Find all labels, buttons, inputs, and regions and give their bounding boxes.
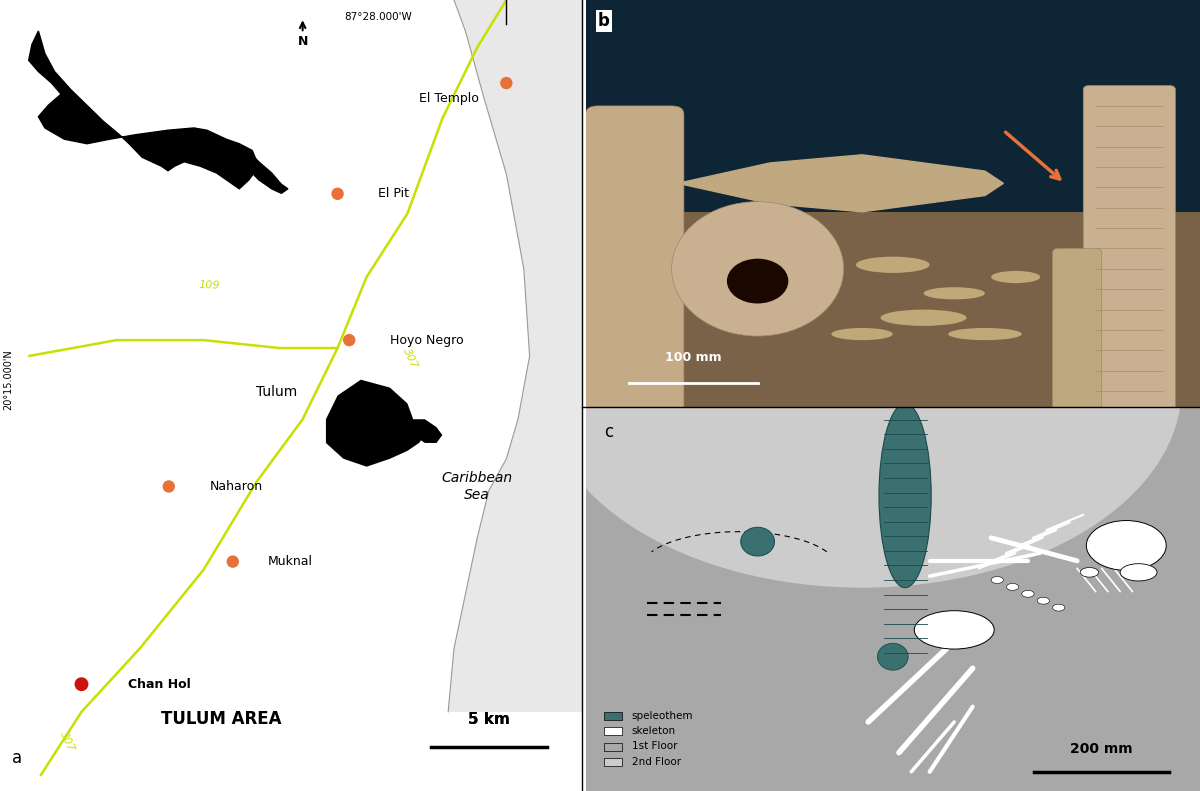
Text: 5 km: 5 km: [468, 712, 510, 727]
Text: 100 km: 100 km: [79, 193, 114, 202]
Bar: [604, 743, 623, 751]
Ellipse shape: [878, 403, 931, 588]
Text: 100 mm: 100 mm: [665, 350, 721, 364]
Ellipse shape: [991, 271, 1040, 283]
Text: b: b: [598, 12, 610, 30]
Ellipse shape: [727, 259, 788, 304]
FancyBboxPatch shape: [586, 106, 684, 415]
Text: speleothem: speleothem: [631, 711, 694, 721]
Text: Chan Hol: Chan Hol: [128, 678, 191, 691]
Point: [340, 334, 359, 346]
Ellipse shape: [1052, 604, 1064, 611]
Circle shape: [542, 189, 1182, 588]
Polygon shape: [678, 155, 1003, 212]
Text: Caribbean
Sea: Caribbean Sea: [442, 471, 512, 501]
Ellipse shape: [832, 328, 893, 340]
Ellipse shape: [672, 202, 844, 336]
Text: YUCATAN
PENINSULA: YUCATAN PENINSULA: [227, 123, 271, 136]
FancyBboxPatch shape: [1052, 248, 1102, 411]
Bar: [604, 727, 623, 736]
Ellipse shape: [1120, 564, 1157, 581]
Text: El Templo: El Templo: [419, 93, 479, 105]
Text: 200 mm: 200 mm: [1070, 742, 1133, 755]
Ellipse shape: [1007, 584, 1019, 590]
Text: 307: 307: [401, 346, 419, 370]
Text: Naharon: Naharon: [210, 480, 263, 493]
Text: 20°15.000'N: 20°15.000'N: [4, 350, 13, 410]
Ellipse shape: [740, 528, 774, 556]
Point: [271, 171, 290, 184]
Text: USA: USA: [38, 15, 58, 24]
FancyBboxPatch shape: [1084, 85, 1176, 411]
Text: 5 km: 5 km: [468, 712, 510, 727]
Text: Tulum: Tulum: [256, 384, 298, 399]
Polygon shape: [326, 380, 425, 467]
Text: skeleton: skeleton: [631, 726, 676, 736]
Text: 109: 109: [199, 280, 221, 291]
Point: [223, 555, 242, 568]
Ellipse shape: [914, 611, 994, 649]
Ellipse shape: [948, 328, 1022, 340]
Text: 2nd Floor: 2nd Floor: [631, 757, 680, 766]
Text: El Pit: El Pit: [378, 187, 409, 200]
Bar: [604, 712, 623, 720]
Ellipse shape: [1080, 567, 1099, 577]
Text: Muknal: Muknal: [268, 555, 313, 568]
Point: [160, 480, 179, 493]
Polygon shape: [233, 144, 288, 193]
Text: TULUM AREA: TULUM AREA: [161, 710, 282, 728]
Ellipse shape: [881, 309, 966, 326]
Text: N: N: [298, 35, 308, 47]
Bar: [586, 0, 1200, 212]
Text: 1st Floor: 1st Floor: [631, 741, 677, 751]
Ellipse shape: [924, 287, 985, 300]
Ellipse shape: [856, 256, 930, 273]
Text: USA: USA: [142, 15, 161, 24]
Polygon shape: [413, 419, 443, 443]
Ellipse shape: [991, 577, 1003, 584]
Ellipse shape: [1022, 590, 1034, 597]
Bar: [586, 212, 1200, 407]
Bar: [604, 758, 623, 766]
Text: c: c: [604, 422, 613, 441]
Text: a: a: [12, 749, 22, 767]
Text: Hoyo Negro: Hoyo Negro: [390, 334, 463, 346]
Text: 87°28.000'W: 87°28.000'W: [344, 12, 412, 22]
Polygon shape: [29, 31, 259, 189]
Text: 307: 307: [58, 730, 76, 754]
Ellipse shape: [877, 643, 908, 670]
Polygon shape: [448, 0, 582, 712]
Point: [328, 187, 347, 200]
Text: MEXICO: MEXICO: [97, 91, 139, 100]
Point: [72, 678, 91, 691]
Text: °STUDY
AREA: °STUDY AREA: [288, 168, 312, 179]
Ellipse shape: [1037, 597, 1050, 604]
Point: [497, 77, 516, 89]
Circle shape: [1086, 520, 1166, 570]
